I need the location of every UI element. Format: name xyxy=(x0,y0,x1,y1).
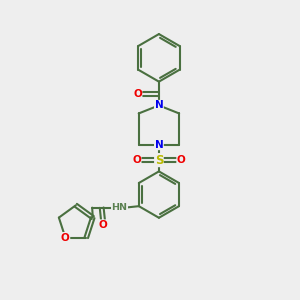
Text: O: O xyxy=(132,155,141,165)
Text: O: O xyxy=(133,89,142,99)
Text: O: O xyxy=(177,155,186,165)
Text: N: N xyxy=(154,140,163,150)
Text: S: S xyxy=(155,154,163,166)
Text: HN: HN xyxy=(112,203,127,212)
Text: O: O xyxy=(99,220,107,230)
Text: O: O xyxy=(61,232,70,242)
Text: N: N xyxy=(154,100,163,110)
